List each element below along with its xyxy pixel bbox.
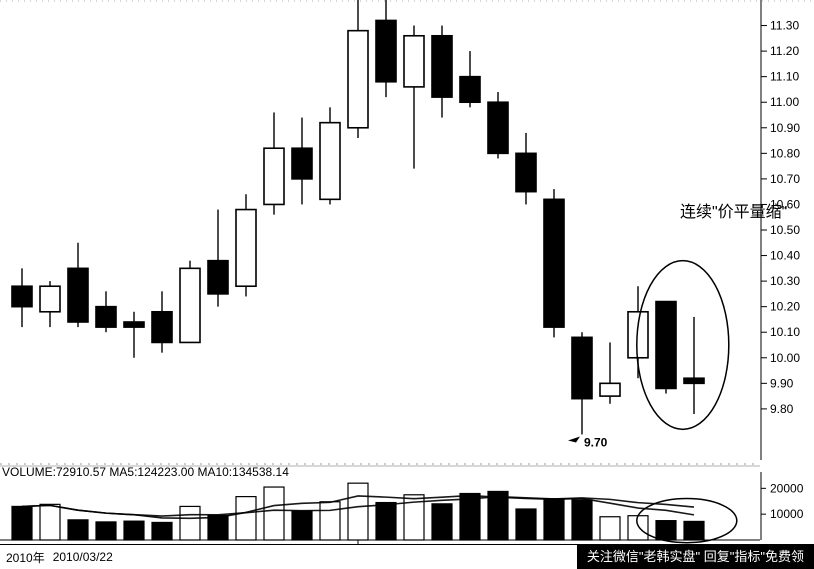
y-tick-label: 10.80	[770, 146, 800, 160]
volume-bar	[68, 520, 88, 540]
volume-bar	[320, 502, 340, 540]
candle-body	[572, 337, 592, 398]
date-label: 2010/03/22	[53, 550, 113, 564]
volume-bar	[96, 522, 116, 540]
volume-bar	[488, 491, 508, 540]
y-tick-label: 10.90	[770, 121, 800, 135]
volume-bar	[600, 517, 620, 540]
candle-body	[152, 312, 172, 343]
volume-bar	[460, 494, 480, 541]
candle-body	[180, 268, 200, 342]
candle-body	[40, 286, 60, 312]
candle-body	[12, 286, 32, 306]
y-tick-label: 10.70	[770, 172, 800, 186]
candle-body	[404, 36, 424, 87]
y-tick-label: 9.80	[770, 402, 794, 416]
volume-bar	[236, 497, 256, 540]
candle-body	[348, 31, 368, 128]
y-tick-label: 10.50	[770, 223, 800, 237]
volume-bar	[40, 504, 60, 540]
promo-text: 关注微信"老韩实盘" 回复"指标"免费领	[587, 549, 804, 564]
candle-body	[516, 153, 536, 191]
volume-bar	[656, 521, 676, 540]
candle-body	[600, 383, 620, 396]
volume-bar	[376, 503, 396, 540]
stock-chart: 9.80 9.90 10.00 10.10 10.20 10.30 10.40 10.50 10…	[0, 0, 814, 569]
annotation-text: 连续"价平量缩"	[680, 203, 787, 221]
y-tick-label: 10.00	[770, 351, 800, 365]
volume-bar	[12, 506, 32, 540]
low-price-marker: 9.70	[584, 435, 608, 449]
volume-bar	[208, 515, 228, 540]
candle-body	[68, 268, 88, 322]
candle-body	[96, 307, 116, 327]
y-tick-label: 10.40	[770, 249, 800, 263]
candle-body	[488, 102, 508, 153]
candle-body	[208, 261, 228, 294]
volume-bar	[544, 499, 564, 540]
y-tick-label: 9.90	[770, 376, 794, 390]
candle-body	[376, 20, 396, 81]
y-tick-label: 10.30	[770, 274, 800, 288]
volume-bar	[628, 516, 648, 540]
candle-body	[264, 148, 284, 204]
y-tick-label: 10.10	[770, 325, 800, 339]
volume-bar	[124, 521, 144, 540]
volume-bar	[180, 506, 200, 540]
candle-body	[236, 210, 256, 287]
candle-body	[460, 77, 480, 103]
candle-body	[124, 322, 144, 327]
y-tick-label: 11.00	[770, 95, 799, 109]
y-tick-label: 11.10	[770, 70, 799, 84]
candle-body	[544, 199, 564, 327]
date-label: 2010年	[6, 549, 45, 566]
promo-banner[interactable]: 关注微信"老韩实盘" 回复"指标"免费领	[577, 545, 814, 569]
candle-body	[292, 148, 312, 179]
volume-bar	[292, 511, 312, 540]
volume-bar	[516, 509, 536, 540]
y-tick-label: 11.20	[770, 44, 799, 58]
y-tick-label: 11.30	[770, 19, 799, 33]
candle-body	[320, 123, 340, 200]
highlight-ellipse	[637, 261, 729, 430]
candle-body	[684, 378, 704, 383]
volume-header: VOLUME:72910.57 MA5:124223.00 MA10:13453…	[2, 465, 289, 479]
volume-bar	[152, 522, 172, 540]
vol-tick-label: 10000	[770, 507, 804, 521]
volume-bar	[684, 521, 704, 540]
y-tick-label: 10.20	[770, 300, 800, 314]
volume-bar	[348, 483, 368, 540]
candle-body	[656, 302, 676, 389]
vol-tick-label: 20000	[770, 481, 804, 495]
volume-bar	[432, 504, 452, 540]
volume-bar	[264, 487, 284, 540]
volume-bar	[572, 500, 592, 540]
candle-body	[432, 36, 452, 97]
candle-body	[628, 312, 648, 358]
